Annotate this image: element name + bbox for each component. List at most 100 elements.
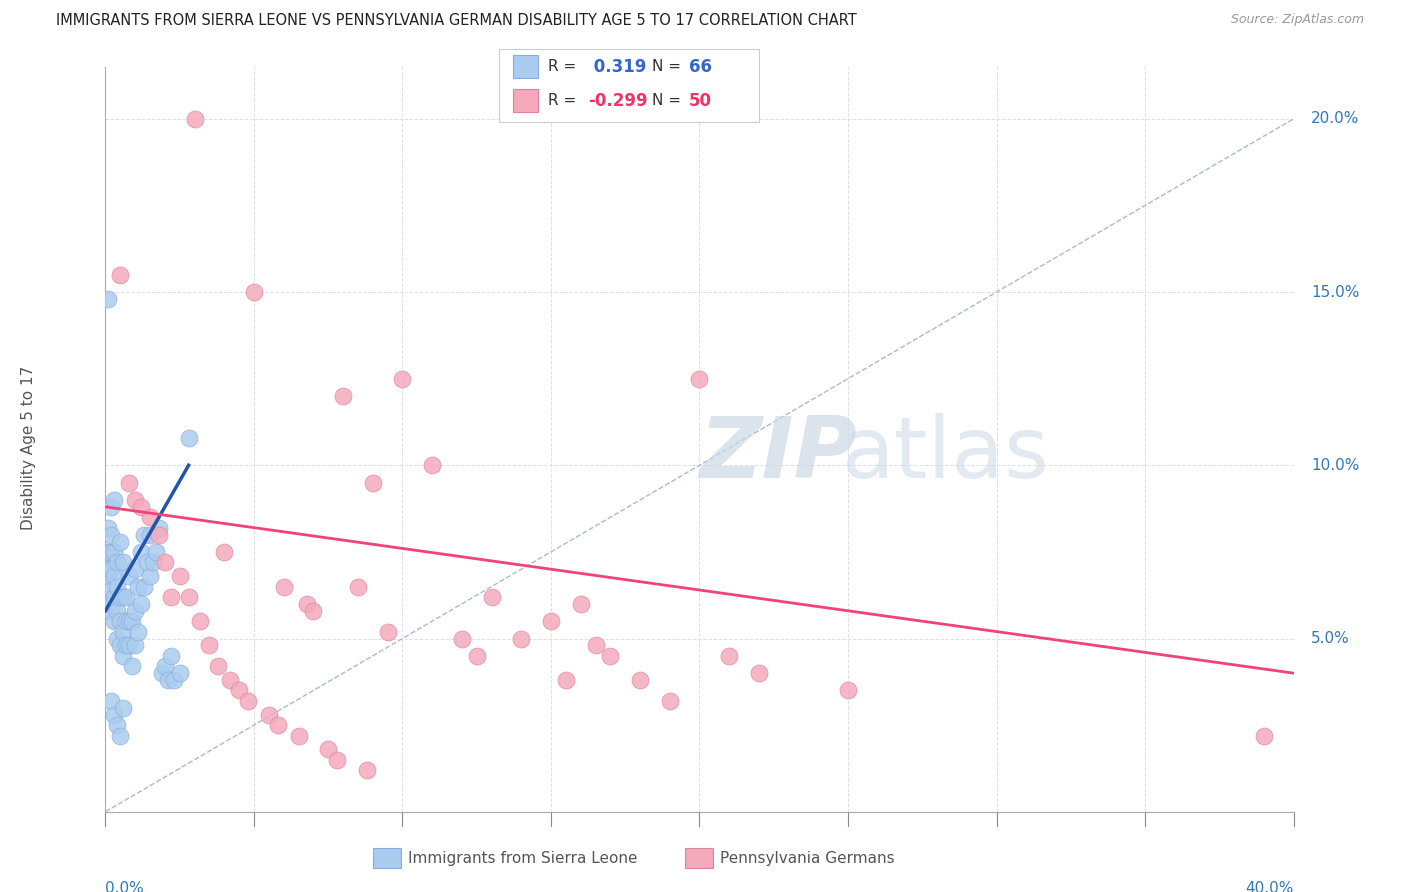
Point bbox=[110, 729, 132, 743]
Point bbox=[302, 604, 325, 618]
Point bbox=[156, 673, 179, 687]
Point bbox=[124, 562, 146, 576]
Text: N =: N = bbox=[652, 60, 686, 74]
Point bbox=[121, 614, 143, 628]
Point bbox=[110, 639, 132, 653]
Point bbox=[110, 614, 132, 628]
Point bbox=[105, 718, 128, 732]
Text: Source: ZipAtlas.com: Source: ZipAtlas.com bbox=[1230, 13, 1364, 27]
Point bbox=[837, 683, 859, 698]
Text: Pennsylvania Germans: Pennsylvania Germans bbox=[720, 851, 894, 865]
Point bbox=[97, 545, 120, 559]
Point bbox=[190, 614, 212, 628]
Point bbox=[198, 639, 221, 653]
Point bbox=[159, 648, 181, 663]
Point bbox=[297, 597, 319, 611]
Point bbox=[100, 694, 122, 708]
Point bbox=[118, 475, 141, 490]
Point bbox=[124, 639, 146, 653]
Point bbox=[100, 582, 122, 597]
Point bbox=[110, 268, 132, 282]
Point bbox=[332, 389, 354, 403]
Point bbox=[112, 648, 135, 663]
Point bbox=[112, 700, 135, 714]
Point bbox=[420, 458, 443, 473]
Point bbox=[105, 632, 128, 646]
Point bbox=[112, 590, 135, 604]
Point bbox=[110, 590, 132, 604]
Point bbox=[554, 673, 576, 687]
Point bbox=[118, 639, 141, 653]
Point bbox=[115, 639, 138, 653]
Point bbox=[273, 580, 295, 594]
Point bbox=[599, 648, 621, 663]
Text: Disability Age 5 to 17: Disability Age 5 to 17 bbox=[21, 366, 35, 530]
Point bbox=[103, 492, 125, 507]
Point bbox=[150, 666, 173, 681]
Point bbox=[243, 285, 266, 299]
Point bbox=[377, 624, 399, 639]
Point bbox=[183, 112, 205, 126]
Point bbox=[748, 666, 770, 681]
Point bbox=[97, 597, 120, 611]
Point bbox=[236, 694, 259, 708]
Point bbox=[139, 510, 162, 524]
Point bbox=[96, 569, 118, 583]
Point bbox=[100, 545, 122, 559]
Point bbox=[139, 569, 162, 583]
Text: -0.299: -0.299 bbox=[588, 92, 647, 110]
Point bbox=[1253, 729, 1275, 743]
Point bbox=[103, 707, 125, 722]
Point bbox=[98, 562, 121, 576]
Point bbox=[105, 580, 128, 594]
Point bbox=[347, 580, 370, 594]
Text: 5.0%: 5.0% bbox=[1312, 631, 1350, 646]
Text: 0.0%: 0.0% bbox=[105, 881, 145, 892]
Point bbox=[481, 590, 503, 604]
Point bbox=[718, 648, 741, 663]
Point bbox=[169, 666, 191, 681]
Point bbox=[356, 763, 378, 777]
Point bbox=[628, 673, 651, 687]
Point bbox=[97, 292, 120, 306]
Point bbox=[148, 527, 170, 541]
Point bbox=[287, 729, 309, 743]
Text: 50: 50 bbox=[689, 92, 711, 110]
Point bbox=[127, 624, 149, 639]
Text: 40.0%: 40.0% bbox=[1246, 881, 1294, 892]
Point bbox=[214, 545, 236, 559]
Point bbox=[115, 614, 138, 628]
Point bbox=[118, 569, 141, 583]
Point bbox=[127, 580, 149, 594]
Point bbox=[257, 707, 280, 722]
Text: IMMIGRANTS FROM SIERRA LEONE VS PENNSYLVANIA GERMAN DISABILITY AGE 5 TO 17 CORRE: IMMIGRANTS FROM SIERRA LEONE VS PENNSYLV… bbox=[56, 13, 858, 29]
Point bbox=[326, 753, 349, 767]
Point bbox=[569, 597, 592, 611]
Point bbox=[159, 590, 181, 604]
Point bbox=[100, 604, 122, 618]
Point bbox=[105, 604, 128, 618]
Point bbox=[177, 431, 200, 445]
Point bbox=[658, 694, 681, 708]
Point bbox=[228, 683, 250, 698]
Point bbox=[103, 590, 125, 604]
Point bbox=[145, 545, 167, 559]
Point bbox=[219, 673, 242, 687]
Point bbox=[129, 597, 152, 611]
Text: ZIP: ZIP bbox=[700, 413, 858, 496]
Point bbox=[465, 648, 488, 663]
Point bbox=[97, 521, 120, 535]
Text: R =: R = bbox=[548, 94, 582, 108]
Point bbox=[129, 500, 152, 514]
Point bbox=[540, 614, 562, 628]
Point bbox=[124, 604, 146, 618]
Point bbox=[112, 555, 135, 569]
Point bbox=[163, 673, 186, 687]
Point bbox=[100, 527, 122, 541]
Text: atlas: atlas bbox=[842, 413, 1050, 496]
Point bbox=[100, 500, 122, 514]
Point bbox=[142, 555, 165, 569]
Point bbox=[361, 475, 384, 490]
Text: 66: 66 bbox=[689, 58, 711, 76]
Text: 20.0%: 20.0% bbox=[1312, 112, 1360, 127]
